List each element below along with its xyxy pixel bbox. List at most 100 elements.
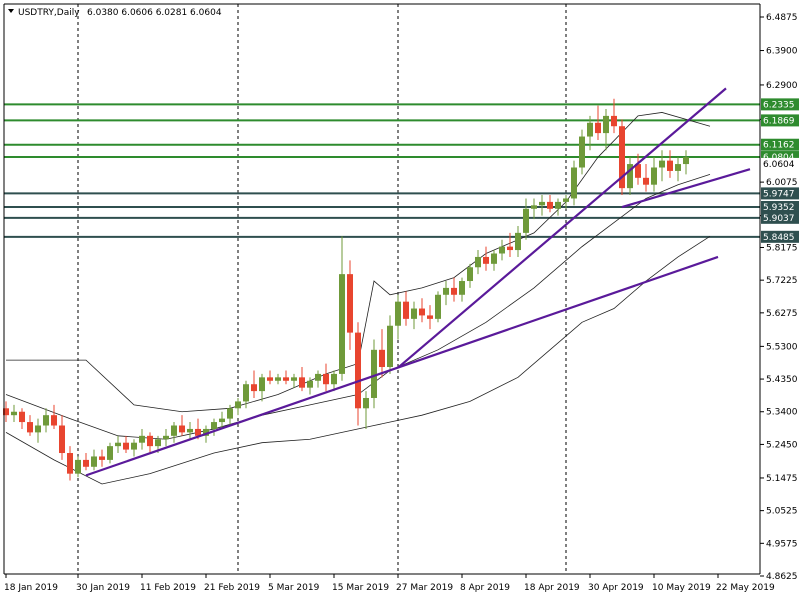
level-tag-box [761,98,799,111]
x-tick-label: 15 Mar 2019 [332,583,389,593]
vertical-markers [77,4,567,574]
x-axis: 18 Jan 2019 30 Jan 2019 11 Feb 2019 21 Feb … [4,574,775,593]
dropdown-triangle-icon[interactable] [8,9,14,13]
y-tick-label: 6.3900 [766,47,798,57]
level-tag-label: 5.9352 [763,203,795,213]
level-tag-label: 6.1869 [763,116,795,126]
candle-bull [227,408,233,419]
level-tag-label: 5.9037 [763,214,795,224]
candle-bull [363,397,369,409]
candle-bear [635,164,641,178]
candle-bull [475,256,481,268]
candle-bull [539,201,545,206]
candle-bull [603,115,609,134]
candle-bull [531,205,537,209]
candle-bear [179,425,185,433]
candle-bull [155,439,161,447]
y-tick-label: 5.3400 [766,408,798,418]
candle-bear [323,373,329,385]
candle-bull [171,425,177,436]
trendlines [85,87,751,477]
y-tick-label: 5.8175 [766,243,798,253]
chart-frame [3,3,761,575]
candle-bull [235,401,241,409]
level-tag-box [761,211,799,224]
candle-bull [499,246,505,254]
y-tick-label: 5.2450 [766,440,798,450]
y-tick-label: 6.2900 [766,81,798,91]
candle-bull [563,198,569,202]
candle-bull [395,301,401,326]
candle-bear [283,377,289,381]
candle-bear [427,315,433,319]
candle-bear [27,422,33,433]
candle-bull [75,459,81,474]
candle-bull [219,418,225,423]
candle-bear [347,274,353,333]
trendline [85,255,719,477]
level-tag-box [761,200,799,213]
ohlc-values: 6.0380 6.0606 6.0281 6.0604 [87,8,222,18]
level-tag-box [761,187,799,200]
x-tick-label: 27 Mar 2019 [396,583,453,593]
level-tag-box [761,114,799,127]
candle-bear [3,408,9,416]
level-tag-label: 6.1162 [763,141,795,151]
candle-bull [579,136,585,168]
candle-bear [451,287,457,295]
candle-bear [195,428,201,436]
y-tick-label: 5.1475 [766,474,798,484]
y-tick-label: 6.4875 [766,13,798,23]
candle-bear [123,442,129,450]
x-tick-label: 18 Jan 2019 [4,583,58,593]
band-upper [6,112,711,413]
candle-bull [307,380,313,388]
x-tick-label: 30 Jan 2019 [76,583,130,593]
y-tick-label: 5.5300 [766,342,798,352]
candle-bear [99,456,105,460]
candle-bear [619,126,625,189]
candle-bull [211,422,217,429]
candle-bull [107,446,113,460]
x-tick-label: 18 Apr 2019 [524,583,580,593]
candle-bull [331,373,337,385]
candle-bull [131,442,137,450]
candle-bear [355,332,361,409]
candle-bull [435,294,441,319]
trendline [397,87,727,369]
candle-bull [203,428,209,436]
candle-bear [267,377,273,381]
x-tick-label: 21 Feb 2019 [204,583,260,593]
x-tick-label: 22 May 2019 [716,583,775,593]
candle-bear [67,453,73,474]
candle-bear [611,115,617,127]
y-tick-label: 4.8625 [766,572,798,582]
candle-bear [547,201,553,209]
trendline [621,168,751,209]
candle-bull [259,377,265,392]
candle-bear [403,301,409,319]
candle-bull [411,308,417,319]
candle-bear [51,415,57,426]
candle-bull [659,160,665,168]
y-tick-label: 5.4350 [766,375,798,385]
candle-bull [515,232,521,251]
candle-bull [651,167,657,185]
candle-bull [35,425,41,433]
level-price-tags: 6.23356.18696.11626.08045.97475.93525.90… [761,98,799,243]
candle-bear [19,411,25,423]
level-tag-label: 6.2335 [763,100,795,110]
candle-bull [187,428,193,433]
candle-bear [595,122,601,134]
candle-bear [507,246,513,251]
candle-bull [139,435,145,443]
y-tick-label: 4.9575 [766,539,798,549]
current-price-tag-label: 6.0604 [763,160,795,170]
candle-bull [91,456,97,467]
candle-bear [419,308,425,316]
level-tag-box [761,138,799,151]
candle-bear [643,177,649,185]
chart-header: USDTRY,Daily 6.0380 6.0606 6.0281 6.0604 [8,8,222,18]
